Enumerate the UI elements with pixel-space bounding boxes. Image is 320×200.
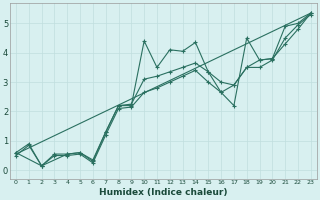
X-axis label: Humidex (Indice chaleur): Humidex (Indice chaleur)	[99, 188, 228, 197]
